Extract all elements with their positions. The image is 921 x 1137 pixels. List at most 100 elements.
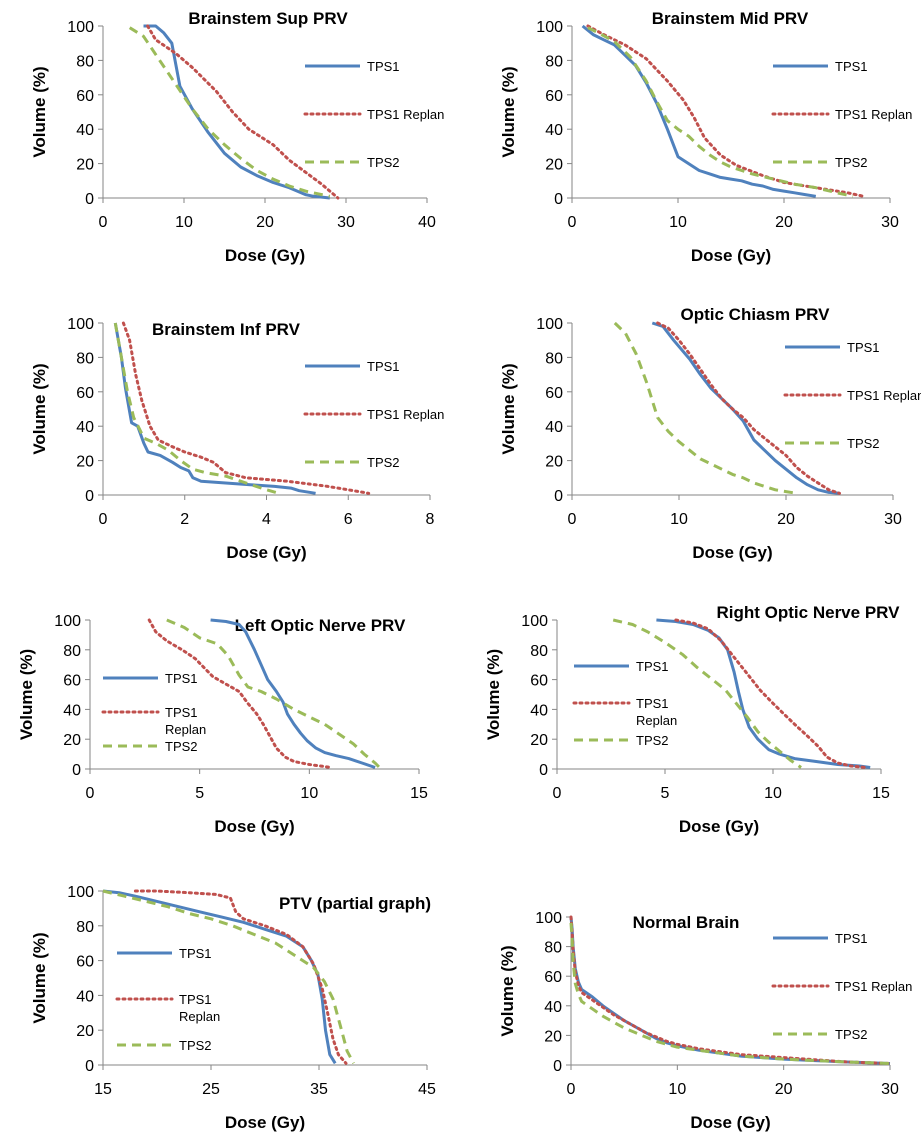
legend-label: TPS2	[179, 1038, 212, 1053]
x-axis-title: Dose (Gy)	[226, 543, 306, 562]
legend-label: TPS1	[835, 59, 868, 74]
series-line-tps2	[612, 618, 802, 769]
y-tick-label: 0	[539, 762, 548, 779]
x-tick-label: 45	[418, 1081, 436, 1098]
y-tick-label: 80	[76, 53, 94, 70]
x-tick-label: 40	[418, 214, 436, 231]
x-tick-label: 0	[99, 511, 108, 528]
chart-title: Right Optic Nerve PRV	[717, 603, 901, 622]
legend-label: TPS2	[835, 1027, 868, 1042]
series-line-tps2	[102, 889, 355, 1065]
y-tick-label: 60	[544, 969, 562, 986]
chart-title: Brainstem Inf PRV	[152, 320, 301, 339]
x-tick-label: 10	[668, 1081, 686, 1098]
y-tick-label: 80	[76, 919, 94, 936]
legend-label: TPS2	[165, 739, 198, 754]
x-tick-label: 4	[262, 511, 271, 528]
y-tick-label: 100	[535, 910, 562, 927]
legend-label: TPS1	[835, 931, 868, 946]
legend-label: TPS1 Replan	[636, 696, 677, 728]
x-tick-label: 8	[426, 511, 435, 528]
x-tick-label: 15	[872, 785, 890, 802]
legend-label: TPS1 Replan	[847, 388, 921, 403]
y-tick-label: 100	[536, 19, 563, 36]
series-line-tps1	[651, 321, 840, 495]
y-tick-label: 40	[76, 419, 94, 436]
series-line-tps1-replan	[146, 24, 340, 200]
legend-label: TPS1 Replan	[367, 407, 444, 422]
y-tick-label: 80	[545, 350, 563, 367]
series-line-tps2	[128, 26, 331, 198]
series-line-tps1-replan	[586, 24, 865, 198]
y-tick-label: 60	[76, 88, 94, 105]
legend-label: TPS1 Replan	[367, 107, 444, 122]
y-tick-label: 0	[85, 488, 94, 505]
legend-label: TPS1	[179, 946, 212, 961]
x-tick-label: 10	[670, 511, 688, 528]
chart-brainstem-mid-prv: 0 20 40 60 80 100 0 10 20 30 Dose (Gy) Volume (%) Br…	[499, 9, 912, 265]
y-tick-label: 100	[67, 884, 94, 901]
y-tick-label: 20	[76, 157, 94, 174]
y-tick-label: 20	[545, 454, 563, 471]
y-tick-label: 0	[72, 762, 81, 779]
y-tick-label: 40	[63, 702, 81, 719]
x-tick-label: 30	[337, 214, 355, 231]
legend-label: TPS1	[367, 359, 400, 374]
x-axis-title: Dose (Gy)	[690, 1113, 770, 1132]
y-axis-title: Volume (%)	[30, 363, 49, 454]
y-tick-label: 40	[76, 988, 94, 1005]
y-tick-label: 80	[63, 643, 81, 660]
y-axis-title: Volume (%)	[30, 932, 49, 1023]
y-tick-label: 20	[530, 732, 548, 749]
legend-label: TPS1 Replan	[179, 992, 220, 1024]
x-tick-label: 30	[884, 511, 902, 528]
legend: TPS1 TPS1 Replan TPS2	[771, 931, 912, 1042]
y-tick-label: 100	[67, 19, 94, 36]
legend: TPS1 TPS1 Replan TPS2	[783, 340, 921, 451]
x-tick-label: 10	[764, 785, 782, 802]
y-tick-label: 100	[67, 316, 94, 333]
x-tick-label: 30	[881, 1081, 899, 1098]
x-tick-label: 0	[553, 785, 562, 802]
x-tick-label: 5	[195, 785, 204, 802]
y-tick-label: 20	[76, 1023, 94, 1040]
x-tick-label: 20	[256, 214, 274, 231]
y-tick-label: 100	[521, 613, 548, 630]
chart-title: PTV (partial graph)	[279, 894, 431, 913]
series-line-tps1	[113, 322, 316, 495]
y-tick-label: 0	[554, 191, 563, 208]
y-tick-label: 80	[530, 643, 548, 660]
chart-left-optic-nerve-prv: 0 20 40 60 80 100 0 5 10 15 Dose (Gy) Volume (%) Lef…	[17, 613, 428, 836]
chart-ptv-partial-graph: 0 20 40 60 80 100 15 25 35 45 Dose (Gy) Volume (%) P…	[30, 884, 436, 1132]
y-tick-label: 0	[553, 1058, 562, 1075]
y-axis-title: Volume (%)	[499, 363, 518, 454]
series-line-tps1	[102, 889, 337, 1065]
chart-right-optic-nerve-prv: 0 20 40 60 80 100 0 5 10 15 Dose (Gy) Volume (%) Rig…	[484, 603, 900, 836]
y-tick-label: 40	[76, 122, 94, 139]
x-axis-title: Dose (Gy)	[225, 1113, 305, 1132]
legend-label: TPS1 Replan	[835, 979, 912, 994]
x-tick-label: 5	[661, 785, 670, 802]
legend-label: TPS1 Replan	[835, 107, 912, 122]
x-tick-label: 15	[410, 785, 428, 802]
series-line-tps2	[569, 922, 891, 1065]
legend-label: TPS1	[165, 671, 198, 686]
y-axis-title: Volume (%)	[17, 649, 36, 740]
y-tick-label: 20	[76, 454, 94, 471]
legend-label: TPS2	[835, 155, 868, 170]
series-line-tps1	[210, 618, 376, 769]
y-tick-label: 40	[545, 419, 563, 436]
x-tick-label: 2	[180, 511, 189, 528]
series-line-tps2	[613, 321, 797, 495]
chart-title: Left Optic Nerve PRV	[235, 616, 406, 635]
y-axis-title: Volume (%)	[484, 649, 503, 740]
x-tick-label: 0	[568, 511, 577, 528]
legend-label: TPS1	[847, 340, 880, 355]
chart-normal-brain: 0 20 40 60 80 100 0 10 20 30 Dose (Gy) Volume (%) No…	[498, 910, 912, 1132]
y-tick-label: 0	[85, 1058, 94, 1075]
y-tick-label: 60	[63, 673, 81, 690]
x-axis-title: Dose (Gy)	[691, 246, 771, 265]
chart-title: Brainstem Sup PRV	[188, 9, 348, 28]
x-tick-label: 0	[567, 1081, 576, 1098]
